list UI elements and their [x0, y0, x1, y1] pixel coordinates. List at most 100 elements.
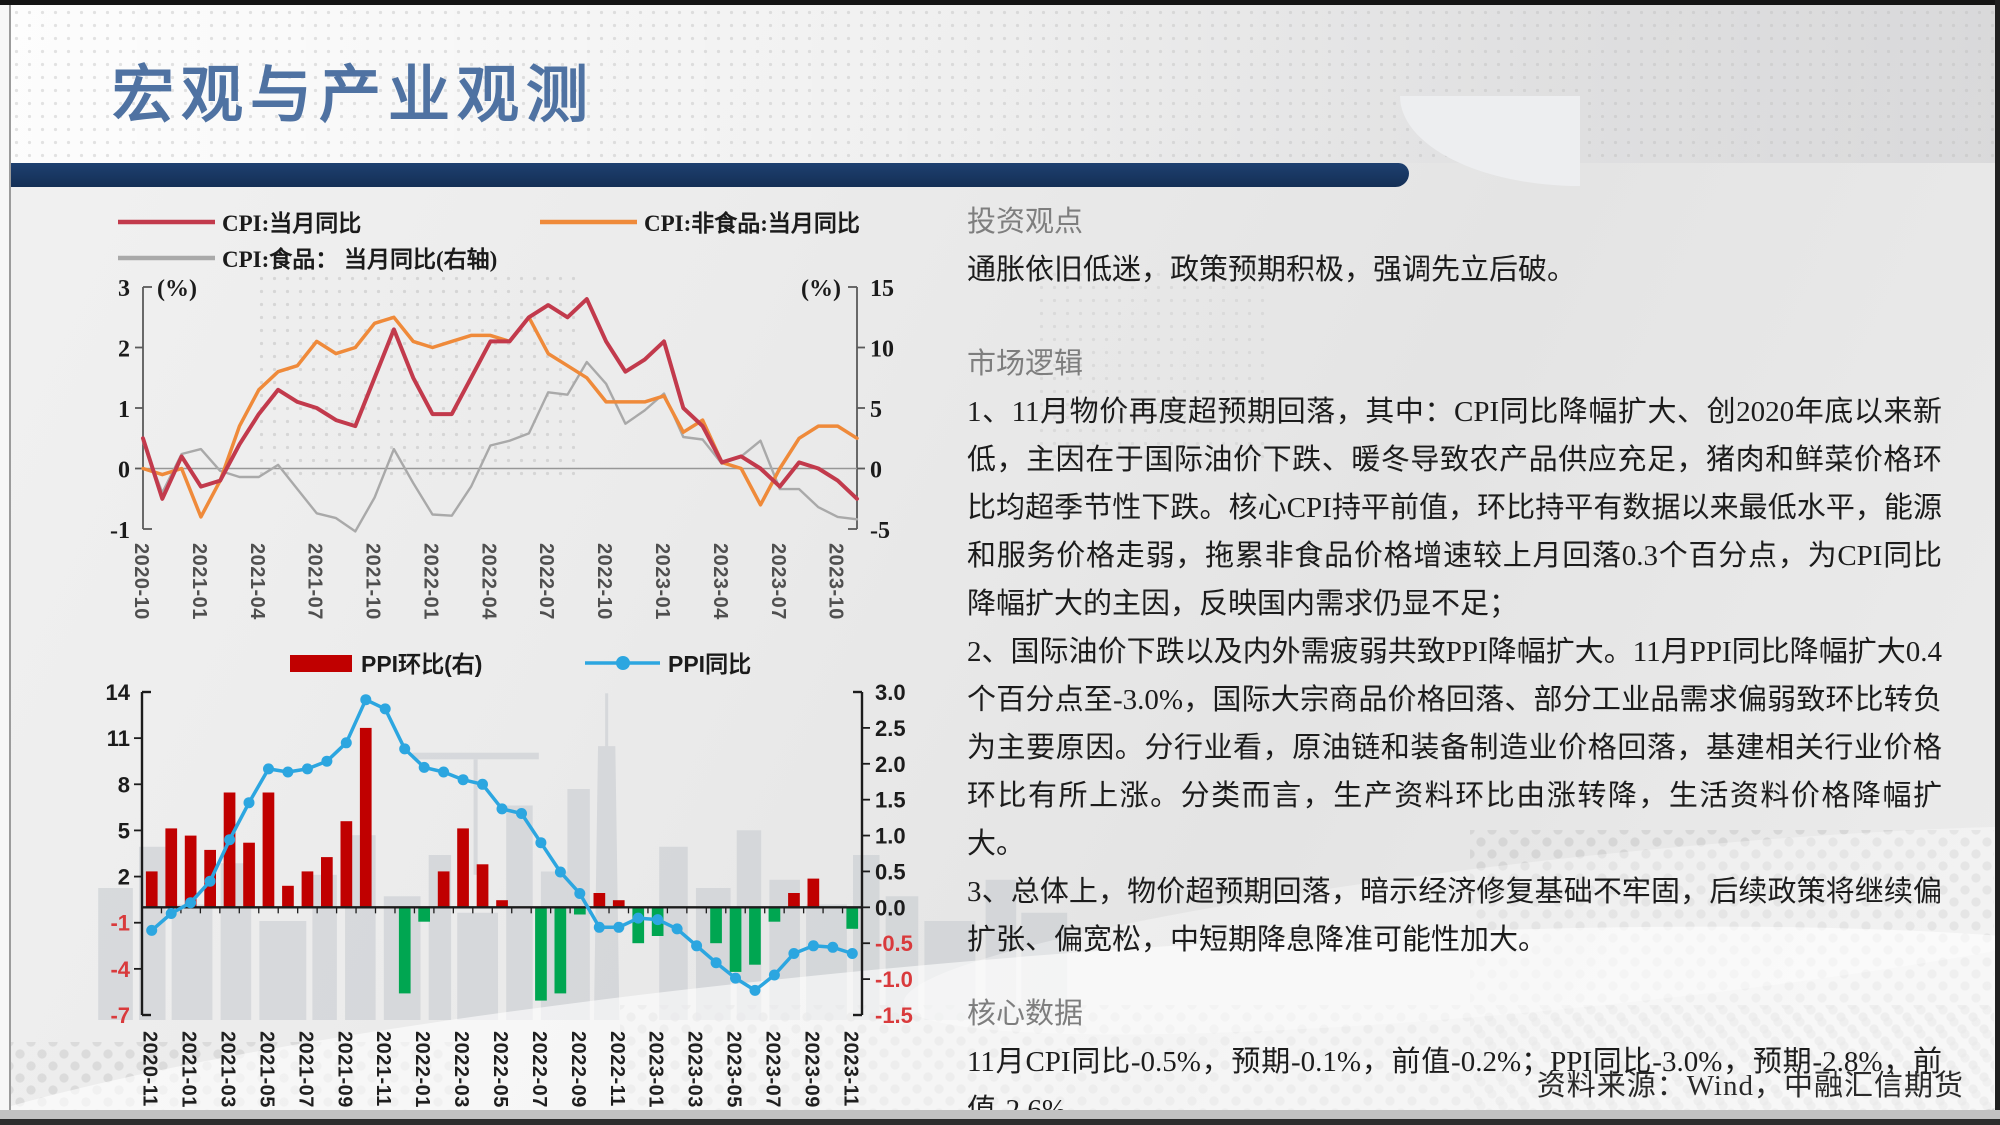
screen-edge-bottom	[0, 1110, 2000, 1119]
left-axis-tick: -1	[110, 911, 130, 936]
right-axis-tick: 1.0	[875, 824, 906, 849]
right-axis-tick: -1.5	[875, 1003, 913, 1028]
right-axis-tick: -0.5	[875, 931, 913, 956]
left-axis-tick: 1	[118, 397, 130, 423]
x-axis-label: 2022-01	[411, 1031, 433, 1108]
legend-label: CPI:非食品:当月同比	[644, 210, 860, 236]
left-axis-tick: 0	[118, 458, 130, 484]
data-source-note: 资料来源：Wind，中融汇信期货	[1536, 1070, 1964, 1102]
left-axis-tick: 11	[107, 726, 130, 751]
section-paragraph: 3、总体上，物价超预期回落，暗示经济修复基础不牢固，后续政策将继续偏扩张、偏宽松…	[967, 876, 1942, 956]
left-axis-tick: -1	[110, 518, 130, 544]
right-axis-tick: 10	[870, 337, 894, 363]
x-axis-label: 2022-01	[419, 543, 441, 620]
title-underline-bar	[9, 163, 1409, 187]
left-axis-tick: 2	[118, 865, 130, 890]
page-title: 宏观与产业观测	[112, 62, 596, 130]
x-axis-label: 2023-05	[723, 1031, 745, 1108]
section-paragraph: 1、11月物价再度超预期回落，其中：CPI同比降幅扩大、创2020年底以来新低，…	[967, 396, 1942, 620]
right-axis-tick: -5	[870, 518, 890, 544]
section-paragraph: 2、国际油价下跌以及内外需疲弱共致PPI降幅扩大。11月PPI同比降幅扩大0.4…	[967, 636, 1942, 860]
left-axis-tick: 2	[118, 337, 130, 363]
section-heading: 投资观点	[967, 206, 1084, 238]
legend-label: CPI:当月同比	[222, 211, 361, 236]
x-axis-label: 2021-01	[188, 543, 210, 620]
section-investment-view: 投资观点 通胀依旧低迷，政策预期积极，强调先立后破。	[967, 198, 1942, 294]
x-axis-label: 2023-04	[709, 543, 731, 620]
right-axis-tick: 1.5	[875, 788, 906, 813]
x-axis-label: 2022-09	[567, 1031, 589, 1108]
x-axis-label: 2021-11	[372, 1031, 394, 1107]
screen-edge-bottom-line	[0, 1119, 2000, 1125]
right-axis-unit: (%)	[801, 276, 841, 302]
x-axis-label: 2021-10	[362, 543, 384, 620]
section-core-data: 核心数据 11月CPI同比-0.5%，预期-0.1%，前值-0.2%；PPI同比…	[967, 990, 1942, 1125]
x-axis-label: 2022-05	[489, 1031, 511, 1108]
x-axis-label: 2021-03	[217, 1031, 239, 1108]
ppi-yoy-markers	[146, 694, 858, 996]
section-heading: 市场逻辑	[967, 348, 1084, 380]
right-axis-tick: 0.5	[875, 859, 906, 884]
cpi-nonfood-yoy-line	[141, 315, 859, 519]
x-axis-label: 2021-05	[255, 1031, 277, 1108]
x-axis-label: 2021-07	[304, 543, 326, 620]
screen-edge-right	[1995, 0, 2000, 1125]
x-axis-label: 2022-07	[535, 543, 557, 620]
left-axis-tick: 8	[118, 772, 130, 797]
ppi-mom-bars	[145, 727, 859, 1001]
header-band-decoration	[9, 5, 1995, 163]
section-paragraph: 通胀依旧低迷，政策预期积极，强调先立后破。	[967, 254, 1577, 286]
x-axis-label: 2022-03	[450, 1031, 472, 1108]
legend-label: PPI同比	[668, 651, 751, 677]
right-axis-tick: 15	[870, 276, 894, 302]
right-axis-tick: 0.0	[875, 895, 906, 920]
legend-label: PPI环比(右)	[361, 651, 482, 677]
left-axis-tick: 14	[106, 680, 131, 705]
ppi-chart: PPI环比(右) PPI同比 14 11 8 5 2 -1 -4 -7 3.0 2.5 2.0 1.5 1.…	[95, 640, 935, 1125]
legend-marker	[616, 656, 630, 670]
x-axis-label: 2022-10	[593, 543, 615, 620]
x-axis-label: 2023-07	[767, 543, 789, 620]
title-bar-curve	[1400, 96, 1580, 186]
x-axis-label: 2023-09	[800, 1031, 822, 1108]
x-axis-label: 2022-04	[477, 543, 499, 620]
x-axis-label: 2020-11	[139, 1031, 161, 1107]
axes	[134, 690, 870, 1017]
x-axis-label: 2020-10	[130, 543, 152, 620]
x-axis-label: 2023-03	[684, 1031, 706, 1108]
cpi-chart-svg: CPI:当月同比 CPI:非食品:当月同比 CPI:食品： 当月同比(右轴) (%) (…	[110, 210, 894, 620]
x-axis-label: 2021-04	[246, 543, 268, 620]
right-axis-tick: 0	[870, 458, 882, 484]
x-axis-label: 2023-01	[645, 1031, 667, 1108]
cpi-food-yoy-line	[141, 360, 859, 533]
analysis-panel: 投资观点 通胀依旧低迷，政策预期积极，强调先立后破。 市场逻辑 1、11月物价再…	[967, 198, 1942, 1125]
x-axis-label: 2023-07	[761, 1031, 783, 1108]
x-axis-label: 2023-01	[651, 543, 673, 620]
x-axis-label: 2021-01	[178, 1031, 200, 1108]
left-axis-tick: -7	[110, 1003, 130, 1028]
left-axis-unit: (%)	[157, 276, 197, 302]
left-axis-tick: -4	[110, 957, 130, 982]
right-axis-tick: 2.0	[875, 752, 906, 777]
right-axis-tick: -1.0	[875, 967, 913, 992]
x-axis-label: 2021-09	[333, 1031, 355, 1108]
x-axis-label: 2022-11	[606, 1031, 628, 1107]
x-axis-label: 2023-11	[839, 1031, 861, 1107]
right-axis-tick: 5	[870, 397, 882, 423]
screen-edge-top	[0, 0, 2000, 5]
right-axis-tick: 2.5	[875, 716, 906, 741]
ppi-yoy-line	[150, 697, 853, 993]
legend-swatch-bar	[290, 655, 352, 672]
section-heading: 核心数据	[967, 998, 1084, 1030]
axes	[135, 286, 865, 530]
legend-label: CPI:食品： 当月同比(右轴)	[222, 246, 497, 272]
x-axis-label: 2022-07	[528, 1031, 550, 1108]
screen-edge-left	[0, 5, 11, 1125]
section-market-logic: 市场逻辑 1、11月物价再度超预期回落，其中：CPI同比降幅扩大、创2020年底…	[967, 340, 1942, 964]
cpi-chart: CPI:当月同比 CPI:非食品:当月同比 CPI:食品： 当月同比(右轴) (%) (…	[105, 198, 905, 650]
section-paragraph: 11月CPI同比-0.5%，预期-0.1%，前值-0.2%；PPI同比-3.0%…	[967, 1046, 1942, 1125]
x-axis-label: 2023-10	[825, 543, 847, 620]
right-axis-tick: 3.0	[875, 680, 906, 705]
x-axis-label: 2021-07	[294, 1031, 316, 1108]
cpi-yoy-line	[141, 297, 859, 501]
